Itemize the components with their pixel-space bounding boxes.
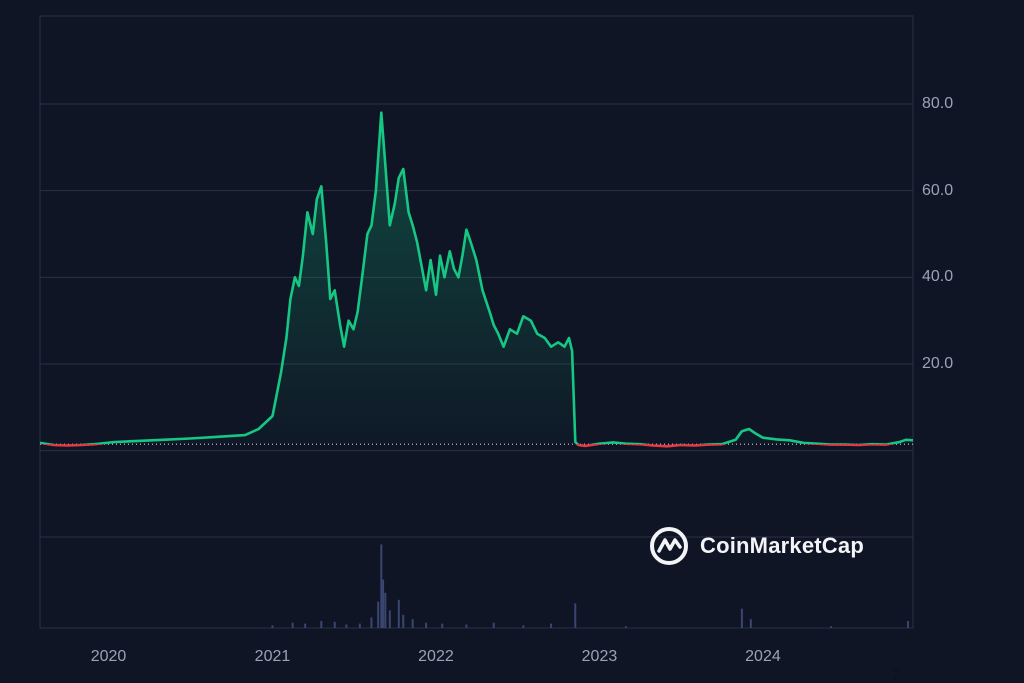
volume-bar [624, 626, 627, 628]
grid-lines [39, 15, 914, 629]
volume-bar [370, 617, 373, 628]
volume-bar [333, 621, 336, 628]
volume-bar [397, 599, 400, 628]
coinmarketcap-watermark: CoinMarketCap [648, 525, 864, 567]
volume-bar [388, 610, 391, 628]
volume-bar [402, 614, 405, 628]
volume-bar [907, 620, 910, 628]
x-tick-label: 2024 [745, 648, 781, 665]
volume-bar [384, 592, 387, 628]
volume-bar [574, 603, 577, 628]
y-tick-label: 20.0 [922, 355, 954, 372]
volume-bar [441, 623, 444, 628]
volume-bar [492, 622, 495, 628]
corner-note: 2 [892, 666, 901, 683]
price-line-up [39, 111, 914, 445]
volume-bar [358, 623, 361, 628]
volume-bar [345, 624, 348, 628]
price-line-down [39, 444, 896, 448]
x-tick-label: 2022 [418, 648, 454, 665]
volume-bar [382, 579, 385, 628]
volume-bar [740, 608, 743, 628]
price-series [39, 111, 914, 448]
volume-bar [522, 625, 525, 628]
volume-bar [380, 544, 383, 628]
volume-bars [271, 544, 910, 628]
volume-bar [425, 622, 428, 628]
volume-bar [830, 626, 833, 628]
y-tick-label: 40.0 [922, 268, 954, 286]
price-area-fill [40, 112, 913, 445]
volume-bar [749, 619, 752, 628]
coinmarketcap-logo-icon [648, 525, 690, 567]
y-tick-label: 80.0 [922, 95, 954, 112]
volume-bar [320, 620, 323, 628]
x-tick-label: 2023 [581, 648, 618, 665]
volume-bar [291, 622, 294, 628]
volume-bar [271, 625, 274, 628]
x-tick-label: 2021 [254, 648, 291, 665]
volume-bar [304, 623, 307, 628]
volume-bar [411, 619, 414, 628]
volume-bar [377, 601, 380, 628]
volume-bar [465, 624, 468, 628]
volume-bar [550, 623, 553, 628]
watermark-text: CoinMarketCap [700, 533, 864, 558]
y-tick-label: 60.0 [922, 181, 954, 199]
x-tick-label: 2020 [90, 648, 127, 665]
plot-frame [39, 15, 914, 629]
